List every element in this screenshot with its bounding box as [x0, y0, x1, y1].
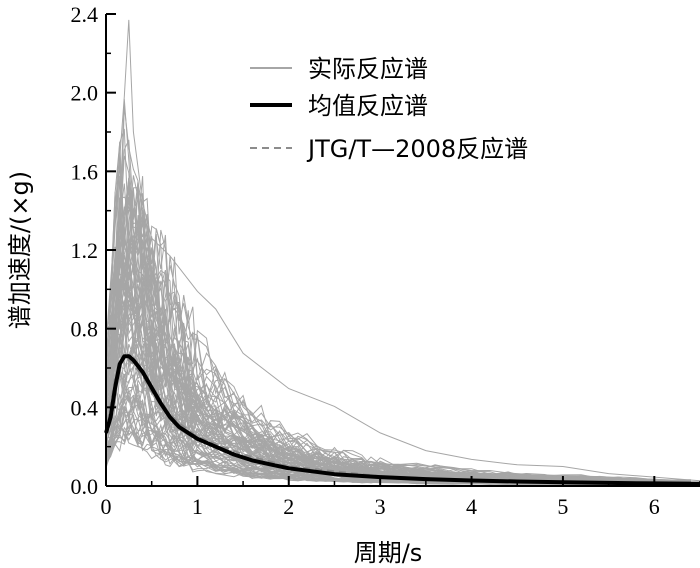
x-tick-label: 0	[101, 494, 112, 519]
legend-label-code: JTG/T—2008反应谱	[306, 135, 528, 163]
x-tick-label: 5	[557, 494, 568, 519]
actual-spectra-group	[105, 19, 700, 486]
y-tick-label: 1.6	[71, 159, 99, 184]
actual-spectrum-line	[105, 19, 700, 482]
actual-spectrum-line	[105, 241, 691, 484]
code-spectrum-group	[105, 354, 700, 485]
x-tick-label: 3	[375, 494, 386, 519]
y-tick-label: 0.8	[71, 317, 99, 342]
code-spectrum-line	[105, 354, 700, 485]
y-tick-label: 0.4	[71, 395, 99, 420]
x-axis-title: 周期/s	[354, 539, 423, 567]
y-tick-label: 2.4	[71, 2, 99, 27]
x-tick-label: 6	[649, 494, 660, 519]
y-axis-ticks: 0.0 0.4 0.8 1.2 1.6 2.0 2.4	[71, 2, 116, 499]
x-tick-label: 1	[192, 494, 203, 519]
legend: 实际反应谱 均值反应谱 JTG/T—2008反应谱	[250, 55, 528, 163]
mean-spectrum-line	[104, 354, 700, 486]
y-tick-label: 0.0	[71, 474, 99, 499]
x-tick-label: 4	[466, 494, 477, 519]
actual-spectrum-line	[105, 239, 691, 484]
y-axis-title: 谱加速度/(×g)	[6, 171, 34, 329]
legend-label-mean: 均值反应谱	[308, 92, 428, 120]
y-tick-label: 1.2	[71, 238, 99, 263]
x-tick-label: 2	[283, 494, 294, 519]
legend-label-actual: 实际反应谱	[308, 55, 428, 83]
actual-spectrum-line	[105, 240, 691, 484]
actual-spectrum-line	[105, 99, 691, 482]
actual-spectrum-line	[105, 241, 691, 483]
actual-spectrum-line	[105, 211, 691, 482]
y-tick-label: 2.0	[71, 81, 99, 106]
x-axis-ticks: 0 1 2 3 4 5 6	[101, 476, 700, 519]
actual-spectrum-line	[105, 196, 691, 483]
actual-spectrum-line	[105, 152, 691, 482]
mean-spectrum-group	[104, 354, 700, 486]
